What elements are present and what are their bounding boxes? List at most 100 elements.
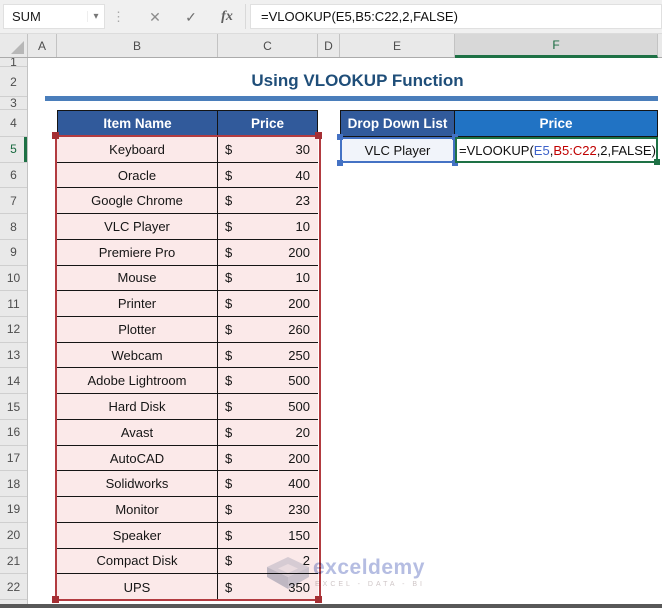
column-header-C[interactable]: C — [218, 34, 318, 57]
price-cell[interactable]: $500 — [218, 394, 318, 419]
watermark-brand: exceldemy — [313, 556, 425, 579]
item-name-cell[interactable]: Mouse — [57, 265, 218, 291]
price-cell[interactable]: $30 — [218, 137, 318, 162]
name-box[interactable]: SUM ▾ — [3, 4, 105, 29]
price-value: 200 — [288, 296, 310, 312]
price-cell[interactable]: $250 — [218, 343, 318, 368]
price-cell[interactable]: $150 — [218, 523, 318, 548]
item-name-cell[interactable]: Speaker — [57, 522, 218, 548]
price-cell[interactable]: $200 — [218, 446, 318, 471]
insert-function-icon[interactable]: fx — [221, 9, 233, 24]
item-name-header-cell[interactable]: Item Name — [57, 110, 218, 137]
column-header-F[interactable]: F — [455, 34, 658, 58]
price-cell[interactable]: $40 — [218, 163, 318, 188]
row-header-14[interactable]: 14 — [0, 368, 27, 395]
item-name-cell[interactable]: Avast — [57, 419, 218, 445]
price-cell[interactable]: $350 — [218, 574, 318, 600]
formula-cell-f5[interactable]: =VLOOKUP(E5, B5:C22,2,FALSE) — [455, 137, 660, 165]
table-row: Oracle $40 — [57, 162, 318, 189]
row-header-10[interactable]: 10 — [0, 266, 27, 292]
row-headers: 1 2 3 4 5 6 7 8 9 10 11 12 13 14 15 16 17 18 19 20 21 22 — [0, 58, 28, 608]
formula-bar-input[interactable]: =VLOOKUP(E5,B5:C22,2,FALSE) — [250, 4, 662, 29]
item-name-cell[interactable]: Webcam — [57, 342, 218, 368]
row-header-6[interactable]: 6 — [0, 163, 27, 189]
row-header-5[interactable]: 5 — [0, 137, 27, 163]
row-header-2[interactable]: 2 — [0, 67, 27, 97]
item-name-cell[interactable]: UPS — [57, 574, 218, 600]
row-header-18[interactable]: 18 — [0, 471, 27, 498]
currency-symbol: $ — [225, 296, 233, 312]
price-cell[interactable]: $20 — [218, 420, 318, 445]
dropdown-list-header-cell[interactable]: Drop Down List — [340, 110, 455, 137]
row-header-13[interactable]: 13 — [0, 343, 27, 369]
item-name-cell[interactable]: Solidworks — [57, 471, 218, 497]
row-header-4[interactable]: 4 — [0, 110, 27, 137]
item-name-cell[interactable]: Adobe Lightroom — [57, 368, 218, 394]
price-value: 30 — [295, 141, 310, 157]
row-header-7[interactable]: 7 — [0, 188, 27, 215]
name-box-dropdown-icon[interactable]: ▾ — [87, 11, 104, 22]
price-cell[interactable]: $230 — [218, 497, 318, 522]
item-name-cell[interactable]: Hard Disk — [57, 394, 218, 419]
price-cell[interactable]: $2 — [218, 549, 318, 574]
row-header-1[interactable]: 1 — [0, 58, 27, 67]
column-header-D[interactable]: D — [318, 34, 340, 57]
price-cell[interactable]: $23 — [218, 188, 318, 213]
currency-symbol: $ — [225, 347, 233, 363]
price-cell[interactable]: $260 — [218, 317, 318, 342]
row-header-16[interactable]: 16 — [0, 420, 27, 446]
price-value: 260 — [288, 321, 310, 337]
item-name-cell[interactable]: Printer — [57, 291, 218, 317]
select-all-corner[interactable] — [0, 34, 28, 57]
price-cell[interactable]: $400 — [218, 471, 318, 496]
item-name-cell[interactable]: Compact Disk — [57, 548, 218, 574]
price-cell[interactable]: $10 — [218, 214, 318, 239]
row-header-17[interactable]: 17 — [0, 446, 27, 472]
row-header-22[interactable]: 22 — [0, 574, 27, 600]
item-name-cell[interactable]: Premiere Pro — [57, 239, 218, 265]
enter-icon[interactable]: ✓ — [185, 8, 197, 25]
table-row: Printer $200 — [57, 291, 318, 318]
price-value: 350 — [288, 579, 310, 595]
price-cell[interactable]: $200 — [218, 291, 318, 316]
price-cell[interactable]: $10 — [218, 266, 318, 291]
item-name-cell[interactable]: Plotter — [57, 317, 218, 342]
currency-symbol: $ — [225, 399, 233, 415]
price-value: 250 — [288, 347, 310, 363]
price-value: 230 — [288, 501, 310, 517]
row-header-12[interactable]: 12 — [0, 317, 27, 343]
item-name-cell[interactable]: Monitor — [57, 497, 218, 522]
table-row: Mouse $10 — [57, 265, 318, 292]
column-header-B[interactable]: B — [57, 34, 218, 57]
sheet-title[interactable]: Using VLOOKUP Function — [251, 71, 464, 90]
currency-symbol: $ — [225, 450, 233, 466]
row-header-8[interactable]: 8 — [0, 214, 27, 240]
currency-symbol: $ — [225, 244, 233, 260]
currency-symbol: $ — [225, 553, 233, 569]
row-header-21[interactable]: 21 — [0, 549, 27, 575]
column-header-E[interactable]: E — [340, 34, 455, 57]
result-price-header-cell[interactable]: Price — [454, 110, 658, 137]
currency-symbol: $ — [225, 373, 233, 389]
item-name-cell[interactable]: Oracle — [57, 162, 218, 188]
row-header-19[interactable]: 19 — [0, 497, 27, 523]
price-header-cell[interactable]: Price — [217, 110, 318, 137]
column-header-A[interactable]: A — [28, 34, 57, 57]
dropdown-cell-e5[interactable]: VLC Player — [340, 137, 455, 163]
row-header-9[interactable]: 9 — [0, 240, 27, 266]
row-header-3[interactable]: 3 — [0, 97, 27, 110]
cancel-icon[interactable]: ✕ — [149, 8, 161, 25]
row-header-15[interactable]: 15 — [0, 394, 27, 420]
item-name-cell[interactable]: AutoCAD — [57, 445, 218, 471]
price-value: 200 — [288, 244, 310, 260]
item-name-cell[interactable]: Keyboard — [57, 137, 218, 162]
row-header-20[interactable]: 20 — [0, 523, 27, 549]
price-value: 150 — [288, 527, 310, 543]
price-cell[interactable]: $200 — [218, 240, 318, 265]
currency-symbol: $ — [225, 501, 233, 517]
price-cell[interactable]: $500 — [218, 368, 318, 393]
item-name-cell[interactable]: VLC Player — [57, 214, 218, 239]
row-header-11[interactable]: 11 — [0, 291, 27, 318]
fill-handle[interactable] — [654, 159, 660, 165]
item-name-cell[interactable]: Google Chrome — [57, 188, 218, 214]
